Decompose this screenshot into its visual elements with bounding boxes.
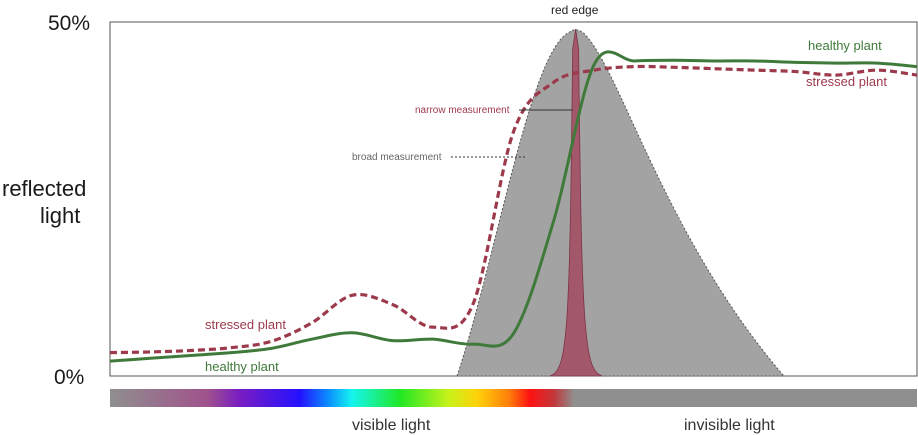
visible-light-label: visible light [352, 417, 431, 434]
healthy-plant-label-left: healthy plant [205, 359, 279, 374]
stressed-plant-line [110, 64, 918, 355]
invisible-light-label: invisible light [684, 417, 775, 434]
narrow-measurement-label: narrow measurement [415, 105, 510, 116]
measurement-bands [456, 29, 785, 377]
stressed-plant-label-right: stressed plant [806, 74, 887, 89]
series-lines [110, 50, 918, 363]
narrow-measurement-band [549, 29, 603, 377]
broad-measurement-band [456, 29, 785, 377]
y-axis-label-line-1: reflected [2, 176, 86, 201]
y-tick-max: 50% [48, 12, 90, 35]
spectrum-bar [110, 389, 917, 407]
red-edge-label: red edge [551, 3, 599, 17]
healthy-plant-label-right: healthy plant [808, 38, 882, 53]
y-axis-label-line-2: light [40, 203, 80, 228]
healthy-plant-line [110, 50, 918, 363]
y-tick-min: 0% [54, 366, 84, 389]
broad-measurement-label: broad measurement [352, 152, 442, 163]
stressed-plant-label-left: stressed plant [205, 317, 286, 332]
